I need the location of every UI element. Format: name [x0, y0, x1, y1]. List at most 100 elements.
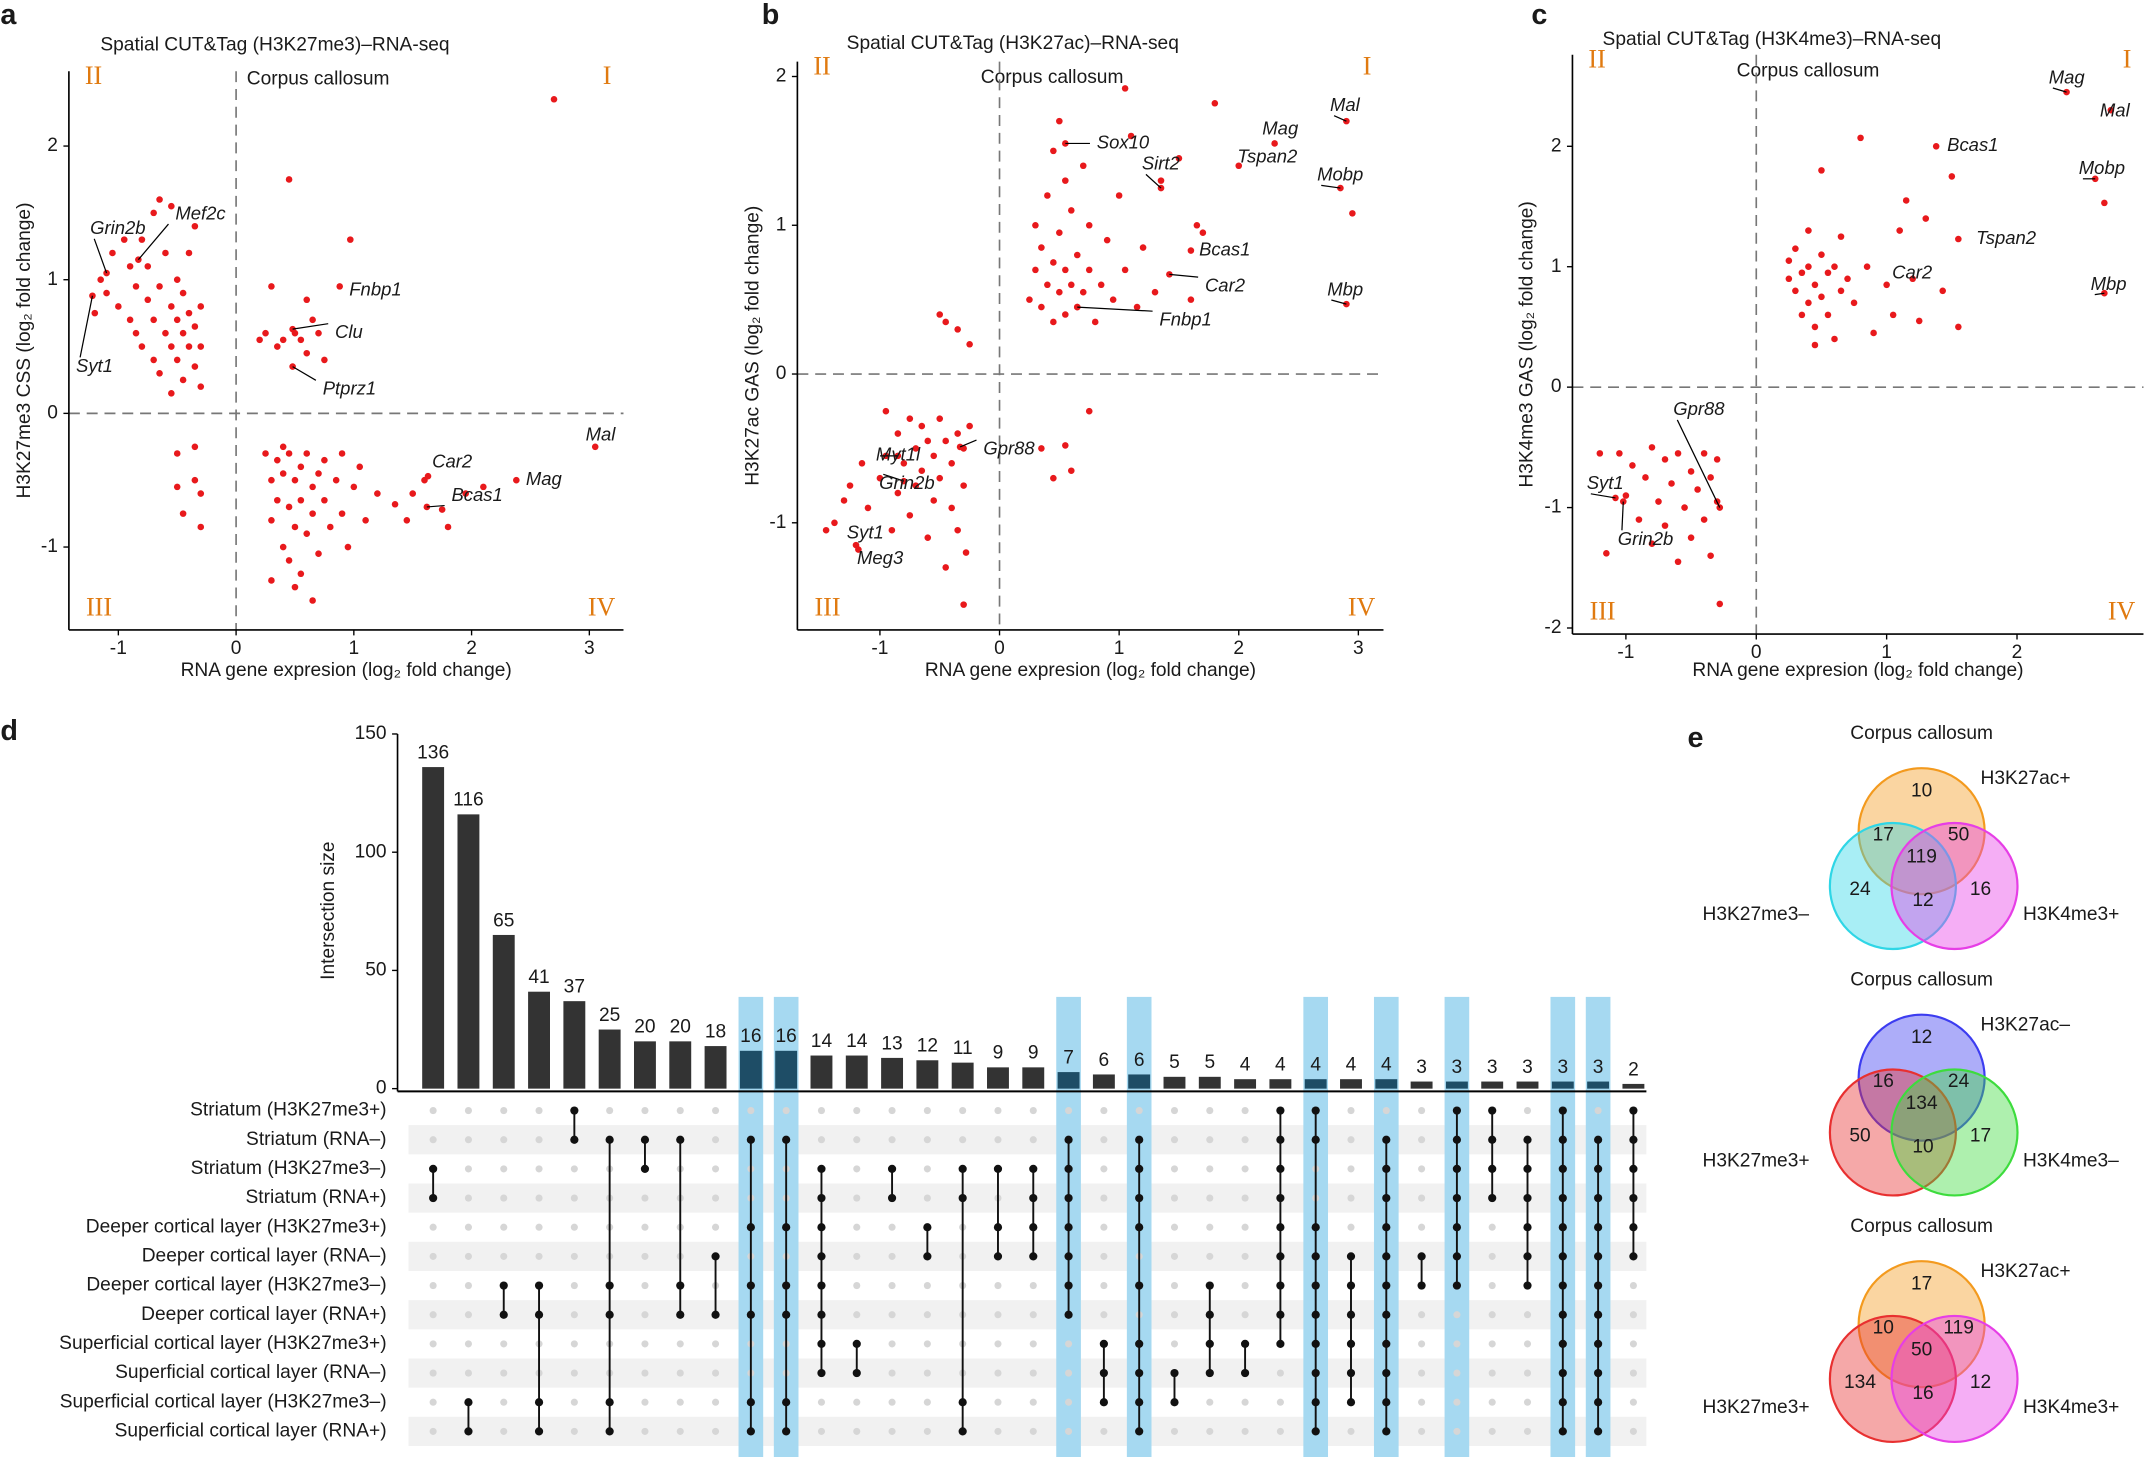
region-count: 10: [1912, 1137, 1933, 1158]
membership-dot: [534, 1398, 544, 1407]
empty-dot: [711, 1398, 720, 1406]
point: [197, 383, 205, 390]
point: [347, 236, 354, 243]
x-tick-label: -1: [110, 638, 127, 659]
empty-dot: [853, 1252, 861, 1260]
annotated-point: [289, 325, 296, 333]
empty-dot: [1241, 1194, 1249, 1202]
empty-dot: [711, 1223, 720, 1231]
point: [1674, 450, 1682, 457]
point: [1922, 215, 1930, 222]
empty-dot: [1100, 1252, 1108, 1260]
point: [179, 289, 187, 297]
empty-dot: [1629, 1427, 1637, 1435]
annotation-leader: [2052, 87, 2067, 93]
point: [1785, 275, 1793, 283]
point: [297, 336, 305, 344]
gene-label: Mef2c: [175, 202, 226, 223]
gene-label: Syt1: [847, 522, 884, 543]
region-count: 12: [1970, 1372, 1991, 1393]
point: [321, 456, 328, 464]
empty-dot: [1276, 1427, 1284, 1435]
y-tick-label: 2: [776, 66, 787, 87]
empty-dot: [1453, 1398, 1461, 1406]
point: [1818, 167, 1825, 174]
membership-dot: [1311, 1398, 1320, 1407]
region-count: 10: [1911, 781, 1932, 802]
bar: [1198, 1076, 1221, 1089]
empty-dot: [429, 1369, 437, 1377]
bar-label: 16: [740, 1026, 761, 1047]
membership-dot: [1135, 1427, 1144, 1436]
empty-dot: [1488, 1252, 1496, 1260]
point: [279, 336, 287, 344]
membership-dot: [1135, 1135, 1144, 1144]
point: [1032, 221, 1039, 229]
point: [268, 476, 275, 484]
set-label: Superficial cortical layer (RNA–): [115, 1362, 386, 1383]
bar: [916, 1060, 939, 1089]
point: [132, 329, 140, 337]
bar: [810, 1055, 833, 1089]
membership-dot: [1276, 1164, 1285, 1173]
point: [179, 376, 187, 384]
empty-dot: [429, 1427, 437, 1435]
membership-dot: [746, 1135, 755, 1144]
point: [291, 523, 299, 531]
y-tick-label: 1: [1551, 256, 1562, 277]
point: [150, 209, 157, 217]
y-axis-label: H3K4me3 GAS (log₂ fold change): [1516, 201, 1537, 487]
x-tick-label: 3: [1353, 638, 1364, 659]
empty-dot: [888, 1136, 896, 1144]
point: [285, 557, 293, 564]
region-count: 16: [1873, 1071, 1894, 1092]
point: [1050, 147, 1057, 155]
empty-dot: [1100, 1106, 1108, 1115]
empty-dot: [1418, 1106, 1426, 1115]
y-tick-label: 1: [47, 269, 58, 290]
membership-dot: [1417, 1252, 1426, 1261]
set-circle: [1828, 821, 1957, 951]
empty-dot: [888, 1369, 896, 1377]
point: [362, 517, 369, 524]
empty-dot: [1418, 1340, 1426, 1348]
membership-dot: [1135, 1398, 1144, 1407]
point: [1349, 210, 1356, 217]
point: [948, 504, 955, 512]
membership-dot: [1594, 1368, 1603, 1378]
membership-dot: [1029, 1252, 1038, 1261]
empty-dot: [570, 1281, 578, 1290]
point: [942, 318, 949, 326]
membership-dot: [1558, 1223, 1567, 1232]
empty-dot: [641, 1223, 649, 1231]
point: [1805, 227, 1812, 234]
membership-dot: [1064, 1281, 1073, 1290]
region-count: 12: [1912, 890, 1933, 911]
membership-dot: [782, 1310, 791, 1319]
set-label: Deeper cortical layer (H3K27me3–): [86, 1275, 386, 1296]
empty-dot: [1453, 1427, 1461, 1435]
empty-dot: [1241, 1106, 1249, 1115]
empty-dot: [1206, 1165, 1214, 1173]
point: [864, 504, 872, 512]
point: [960, 601, 967, 608]
chart-title: Spatial CUT&Tag (H3K27me3)–RNA-seq: [100, 34, 449, 55]
membership-dot: [1594, 1339, 1603, 1348]
bar: [1622, 1083, 1645, 1089]
empty-dot: [676, 1340, 684, 1348]
membership-dot: [1064, 1193, 1073, 1203]
point: [936, 474, 944, 482]
empty-dot: [1029, 1398, 1037, 1406]
point: [403, 517, 411, 524]
annotated-point: [336, 283, 343, 290]
membership-dot: [1276, 1281, 1285, 1290]
gene-label: Mag: [2049, 66, 2086, 87]
empty-dot: [641, 1252, 649, 1260]
gene-label: Ptprz1: [323, 378, 376, 399]
bar: [1163, 1076, 1186, 1089]
empty-dot: [994, 1106, 1002, 1115]
membership-dot: [1558, 1135, 1567, 1144]
empty-dot: [923, 1427, 931, 1435]
empty-dot: [429, 1398, 437, 1406]
point: [858, 460, 866, 467]
